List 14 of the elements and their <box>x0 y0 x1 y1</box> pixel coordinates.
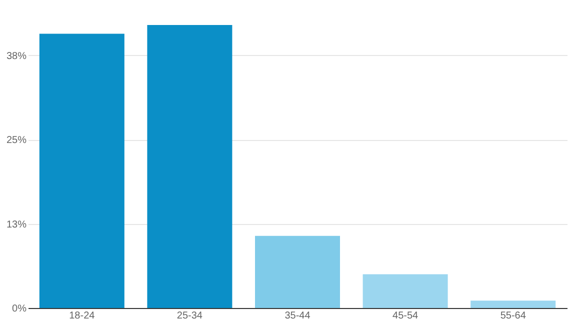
bar <box>470 300 556 308</box>
bar <box>147 25 232 308</box>
y-tick-label: 38% <box>6 50 27 62</box>
y-tick-label: 25% <box>6 135 27 146</box>
x-tick-label: 18-24 <box>69 310 96 322</box>
bar <box>39 34 124 308</box>
bar <box>255 236 340 308</box>
x-tick-label: 25-34 <box>176 310 203 322</box>
y-tick-label: 13% <box>6 219 27 230</box>
x-tick-label: 35-44 <box>284 310 311 322</box>
bar <box>362 274 448 308</box>
y-tick-label: 0% <box>12 304 27 314</box>
x-tick-label: 55-64 <box>500 310 526 322</box>
x-tick-label: 45-54 <box>392 310 419 322</box>
